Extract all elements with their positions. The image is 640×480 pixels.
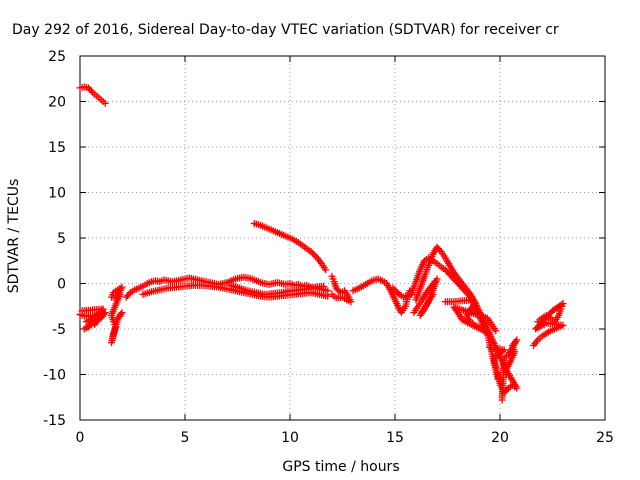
data-point xyxy=(394,289,402,297)
y-axis: -15 -10 -5 0 5 10 15 20 25 xyxy=(43,49,605,429)
data-point xyxy=(87,87,95,95)
data-point xyxy=(389,284,397,292)
y-tick-label: -15 xyxy=(43,413,66,429)
plot-frame xyxy=(79,55,606,421)
y-tick-label: 0 xyxy=(57,277,66,293)
y-axis-title: SDTVAR / TECUs xyxy=(6,179,22,294)
data-point xyxy=(540,320,548,328)
series-arc-13 xyxy=(441,296,500,337)
x-tick-label: 5 xyxy=(181,430,190,446)
x-tick-label: 20 xyxy=(491,430,509,446)
series-arc-3 xyxy=(108,283,126,347)
y-tick-label: 5 xyxy=(57,231,66,247)
data-point xyxy=(310,251,318,259)
data-point xyxy=(101,99,109,107)
y-tick-label: 15 xyxy=(48,140,66,156)
data-point xyxy=(392,287,400,295)
series-arc-15 xyxy=(530,300,567,349)
y-tick-label: 25 xyxy=(48,49,66,65)
series-arc-6 xyxy=(227,281,328,298)
y-tick-label: 20 xyxy=(48,95,66,111)
data-point xyxy=(498,396,506,404)
data-point xyxy=(492,327,500,335)
data-point xyxy=(307,248,315,256)
grid xyxy=(80,56,605,420)
series-arc-1 xyxy=(76,83,109,107)
y-tick-label: -5 xyxy=(52,322,66,338)
series-arc-12 xyxy=(410,275,441,319)
data-point xyxy=(390,286,398,294)
data-series xyxy=(76,83,567,404)
x-tick-label: 15 xyxy=(386,430,404,446)
data-point xyxy=(429,290,437,298)
series-arc-14 xyxy=(486,336,521,404)
series-arc-8 xyxy=(328,272,355,306)
chart-title: Day 292 of 2016, Sidereal Day-to-day VTE… xyxy=(12,22,559,38)
data-point xyxy=(78,307,86,315)
data-point xyxy=(309,249,317,257)
data-point xyxy=(395,290,403,298)
series-arc-9 xyxy=(349,275,416,317)
x-axis-title: GPS time / hours xyxy=(282,459,399,475)
data-point xyxy=(436,246,444,254)
data-point xyxy=(324,292,332,300)
y-tick-label: 10 xyxy=(48,186,66,202)
data-point xyxy=(116,312,124,320)
data-point xyxy=(322,266,330,274)
data-point xyxy=(328,290,336,298)
x-tick-label: 25 xyxy=(596,430,614,446)
x-axis: 0 5 10 15 20 25 xyxy=(76,56,614,446)
x-tick-label: 10 xyxy=(281,430,299,446)
y-tick-label: -10 xyxy=(43,368,66,384)
series-arc-2 xyxy=(76,305,109,333)
x-tick-label: 0 xyxy=(76,430,85,446)
data-point xyxy=(320,282,328,290)
series-arc-7 xyxy=(250,219,330,274)
